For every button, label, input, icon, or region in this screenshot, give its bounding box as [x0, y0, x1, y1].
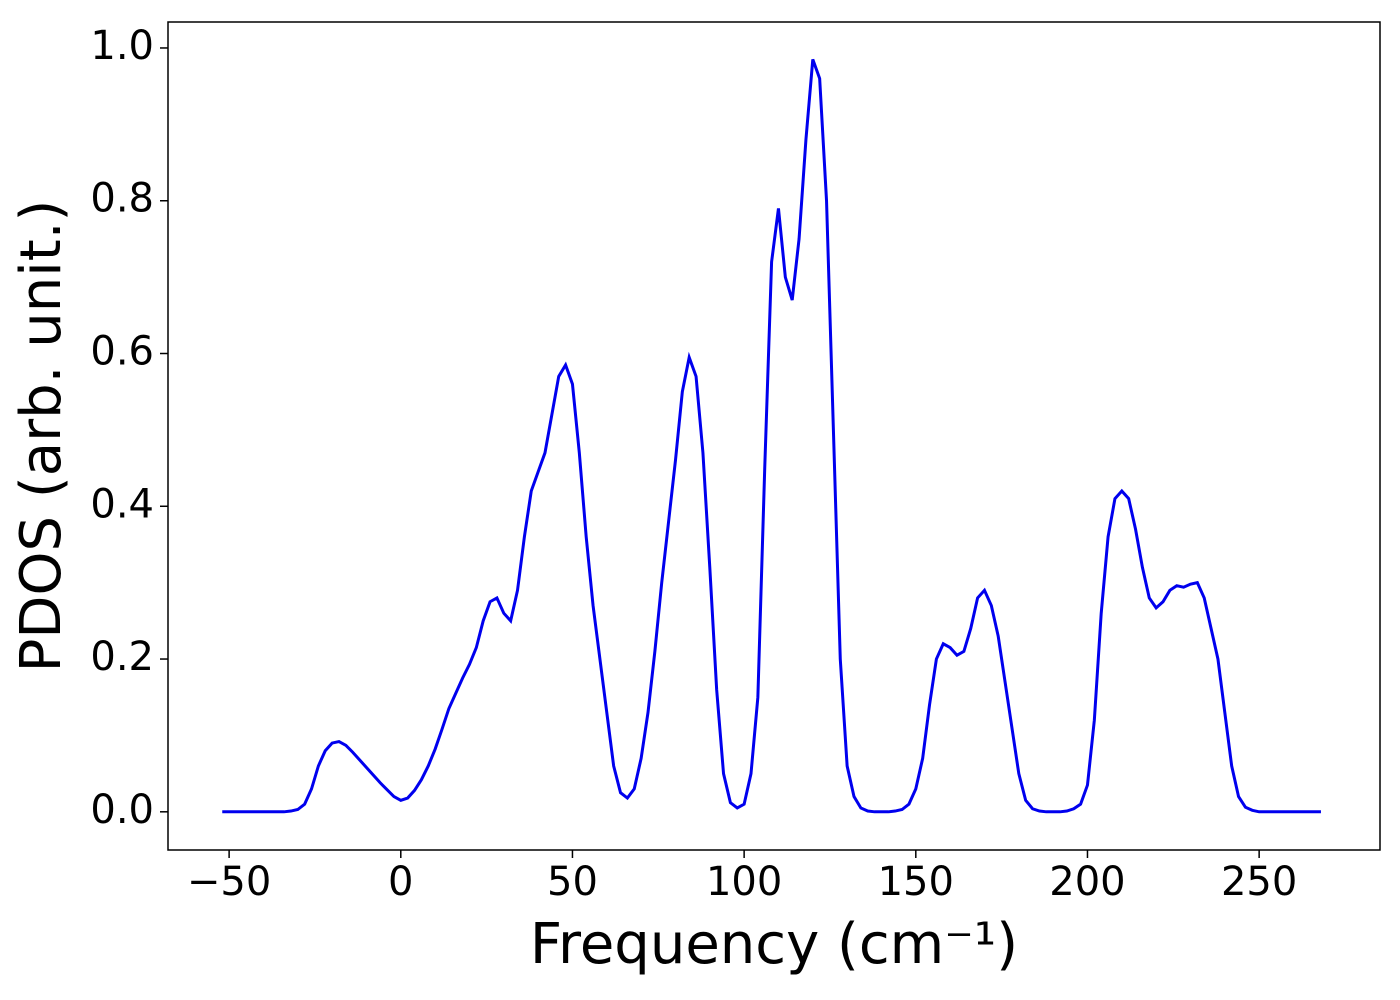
y-tick-label: 0.4: [90, 481, 154, 527]
x-tick-label: 50: [547, 859, 598, 905]
x-tick-label: 150: [878, 859, 954, 905]
y-tick-label: 0.6: [90, 329, 154, 375]
axes-frame: [167, 21, 1381, 851]
x-tick-label: 0: [388, 859, 413, 905]
y-tick-label: 0.0: [90, 787, 154, 833]
y-tick-label: 0.8: [90, 176, 154, 222]
x-tick-label: 250: [1221, 859, 1297, 905]
x-axis-label: Frequency (cm⁻¹): [530, 912, 1018, 977]
y-tick-label: 0.2: [90, 634, 154, 680]
line-series: [222, 58, 1321, 814]
y-tick-label: 1.0: [90, 23, 154, 69]
y-axis-label: PDOS (arb. unit.): [9, 200, 74, 673]
x-tick-label: −50: [187, 859, 271, 905]
x-tick-label: 100: [706, 859, 782, 905]
x-tick-label: 200: [1049, 859, 1125, 905]
